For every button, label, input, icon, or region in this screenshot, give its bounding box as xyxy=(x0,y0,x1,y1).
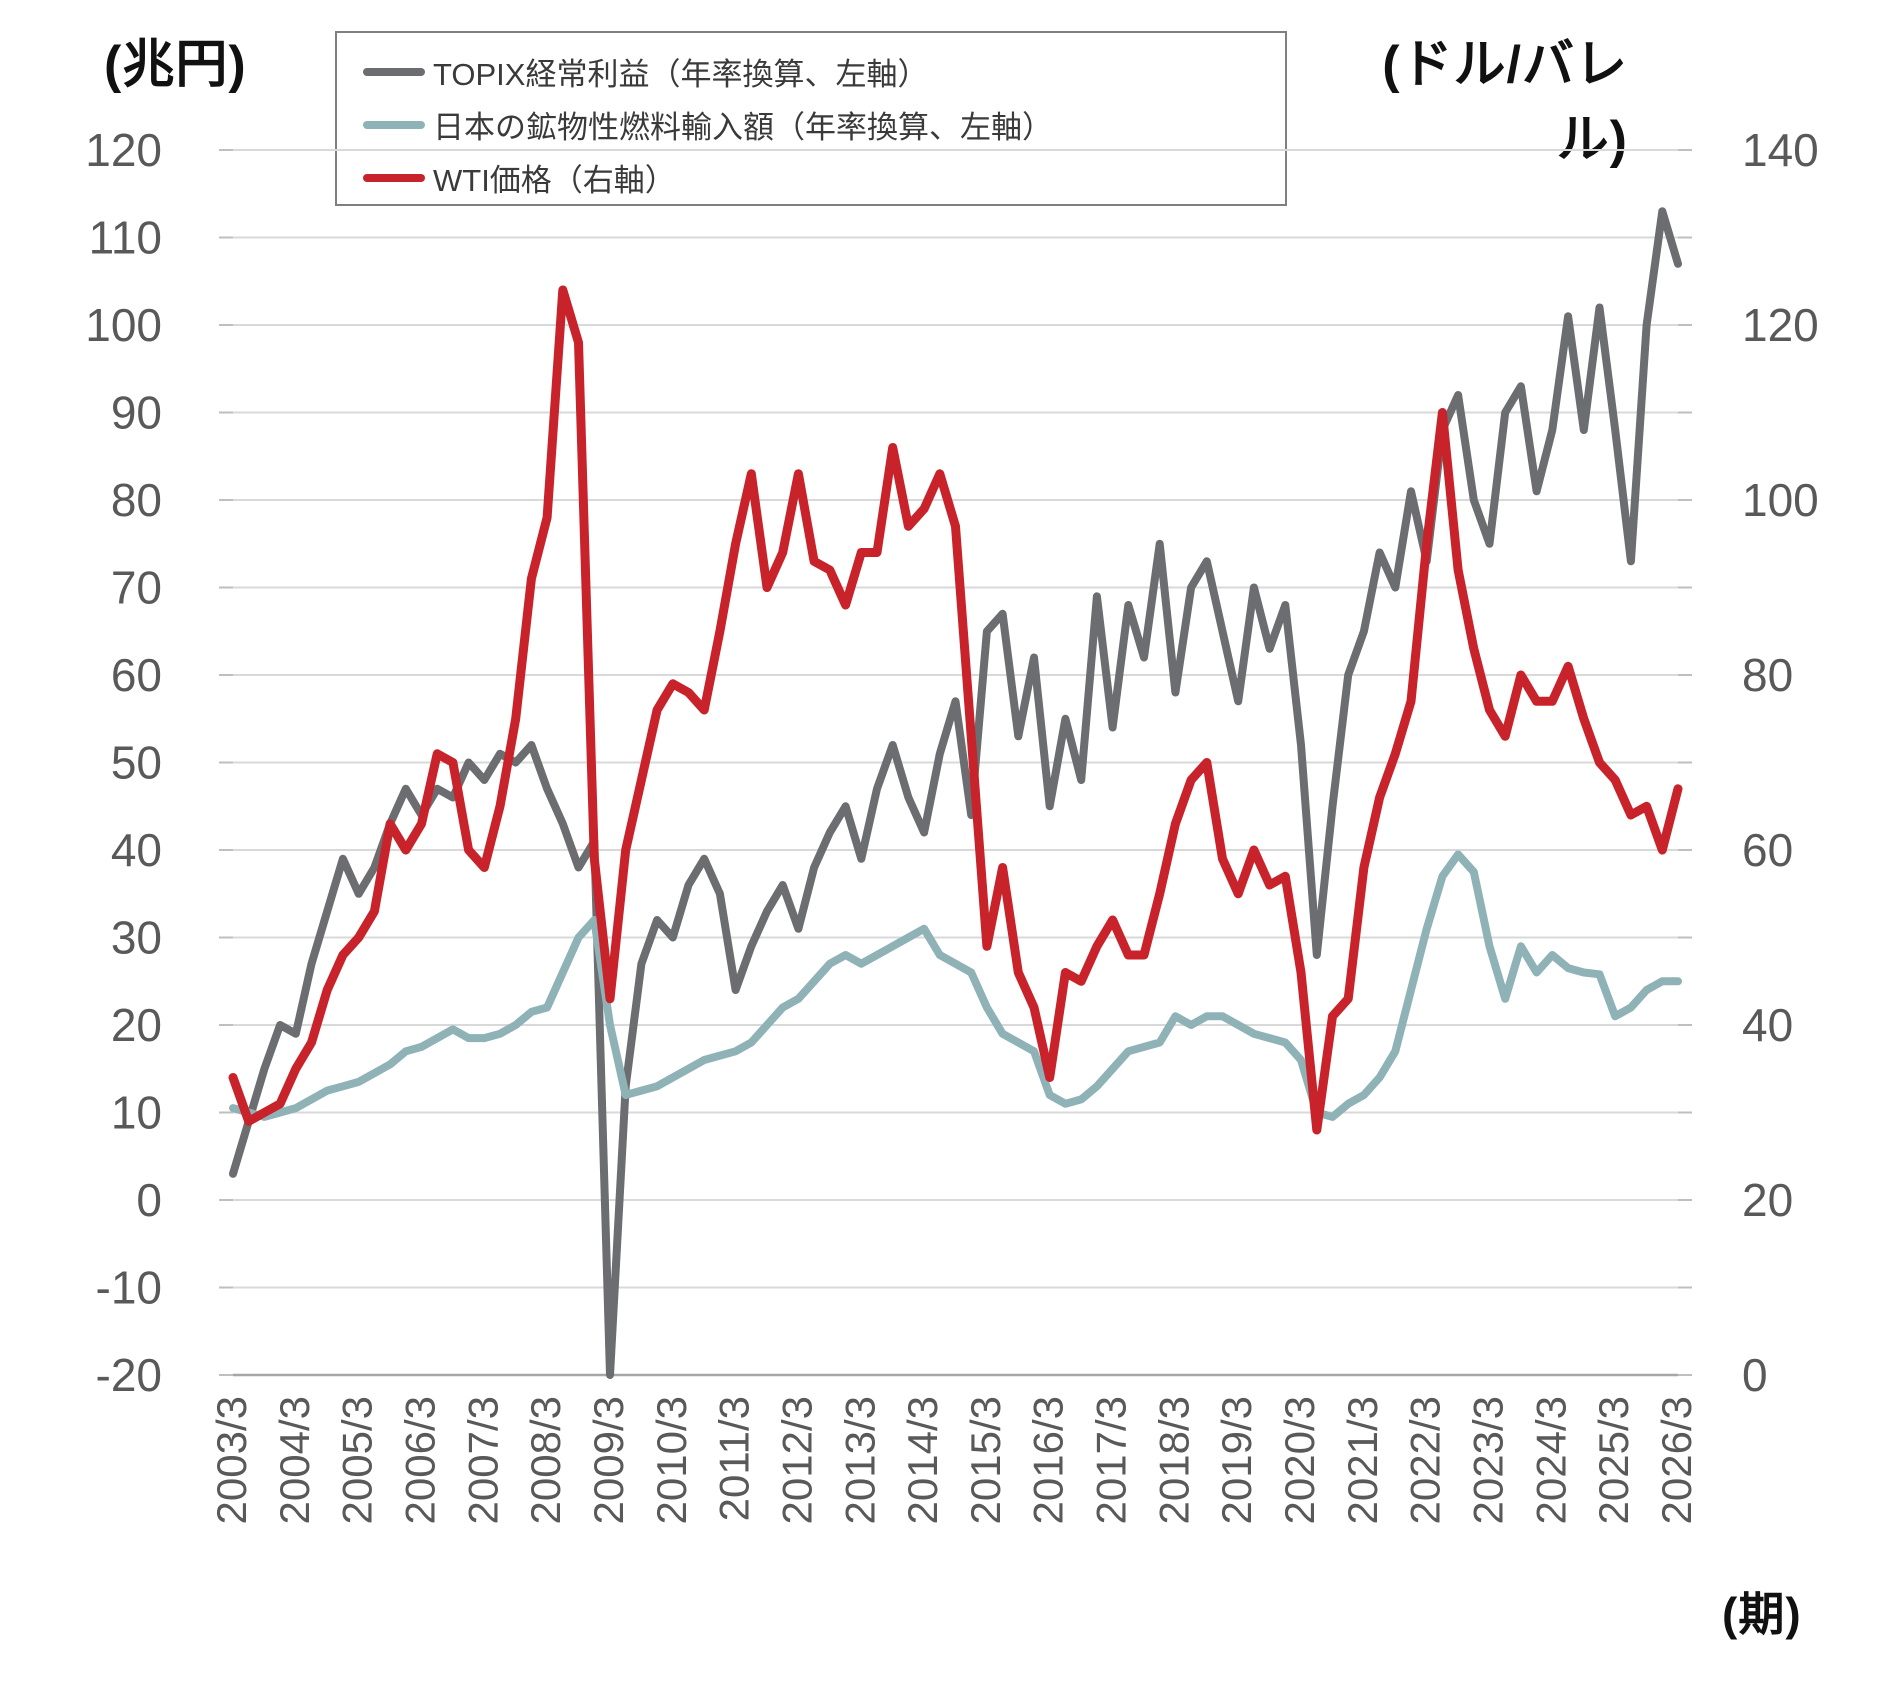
y-axis-tick-label-right: 0 xyxy=(1742,1349,1768,1401)
legend-swatch-fuel-imports xyxy=(363,120,425,129)
x-axis-tick-label: 2005/3 xyxy=(334,1396,381,1524)
y-axis-tick-label-left: 100 xyxy=(85,299,162,351)
x-axis-tick-label: 2017/3 xyxy=(1088,1396,1135,1524)
y-axis-tick-label-right: 60 xyxy=(1742,824,1793,876)
x-axis-tick-label: 2025/3 xyxy=(1590,1396,1637,1524)
y-axis-tick-label-left: 30 xyxy=(111,912,162,964)
y-axis-tick-label-left: 80 xyxy=(111,474,162,526)
legend-label-topix: TOPIX経常利益（年率換算、左軸） xyxy=(433,57,929,92)
x-axis-tick-label: 2018/3 xyxy=(1150,1396,1197,1524)
y-axis-tick-label-left: 50 xyxy=(111,737,162,789)
x-axis-tick-label: 2023/3 xyxy=(1465,1396,1512,1524)
y-axis-tick-label-right: 120 xyxy=(1742,299,1819,351)
y-axis-tick-label-left: -10 xyxy=(96,1262,162,1314)
x-axis-tick-label: 2012/3 xyxy=(773,1396,820,1524)
x-axis-tick-label: 2021/3 xyxy=(1339,1396,1386,1524)
x-axis-tick-label: 2019/3 xyxy=(1213,1396,1260,1524)
legend-swatch-wti xyxy=(363,173,425,182)
x-axis-tick-label: 2007/3 xyxy=(459,1396,506,1524)
x-axis-tick-label: 2020/3 xyxy=(1276,1396,1323,1524)
x-axis-tick-label: 2009/3 xyxy=(585,1396,632,1524)
y-axis-tick-label-right: 140 xyxy=(1742,124,1819,176)
y-axis-tick-label-left: 110 xyxy=(89,212,162,264)
x-axis-tick-label: 2022/3 xyxy=(1402,1396,1449,1524)
x-axis-tick-label: 2016/3 xyxy=(1025,1396,1072,1524)
y-axis-tick-label-right: 100 xyxy=(1742,474,1819,526)
x-axis-tick-label: 2026/3 xyxy=(1653,1396,1700,1524)
legend-label-wti: WTI価格（右軸） xyxy=(433,163,676,198)
x-axis-tick-label: 2004/3 xyxy=(271,1396,318,1524)
legend-label-fuel-imports: 日本の鉱物性燃料輸入額（年率換算、左軸） xyxy=(433,110,1053,145)
x-axis-tick-label: 2010/3 xyxy=(648,1396,695,1524)
y-axis-tick-label-left: 40 xyxy=(111,824,162,876)
x-axis-tick-label: 2008/3 xyxy=(522,1396,569,1524)
legend-item-wti: WTI価格（右軸） xyxy=(363,152,1285,204)
y-axis-tick-label-left: 20 xyxy=(111,999,162,1051)
x-axis-tick-label: 2024/3 xyxy=(1527,1396,1574,1524)
x-axis-tick-label: 2014/3 xyxy=(899,1396,946,1524)
y-axis-tick-label-left: 120 xyxy=(85,124,162,176)
x-axis-tick-label: 2011/3 xyxy=(711,1396,758,1521)
left-axis-unit-label: (兆円) xyxy=(104,36,247,94)
right-axis-unit-label: (ドル/バレル) xyxy=(1382,36,1628,169)
y-axis-tick-label-left: 70 xyxy=(111,562,162,614)
y-axis-tick-label-right: 20 xyxy=(1742,1174,1793,1226)
x-axis-tick-label: 2013/3 xyxy=(836,1396,883,1524)
legend-swatch-topix xyxy=(363,67,425,76)
legend-item-topix: TOPIX経常利益（年率換算、左軸） xyxy=(363,46,1285,98)
x-axis-tick-label: 2015/3 xyxy=(962,1396,1009,1524)
y-axis-tick-label-left: -20 xyxy=(96,1349,162,1401)
series-line-1 xyxy=(229,850,1682,1121)
y-axis-tick-label-left: 90 xyxy=(111,387,162,439)
y-axis-tick-label-left: 10 xyxy=(111,1087,162,1139)
y-axis-tick-label-right: 40 xyxy=(1742,999,1793,1051)
legend: TOPIX経常利益（年率換算、左軸） 日本の鉱物性燃料輸入額（年率換算、左軸） … xyxy=(335,31,1287,206)
y-axis-tick-label-left: 60 xyxy=(111,649,162,701)
legend-item-fuel-imports: 日本の鉱物性燃料輸入額（年率換算、左軸） xyxy=(363,99,1285,151)
y-axis-tick-label-right: 80 xyxy=(1742,649,1793,701)
x-axis-tick-label: 2003/3 xyxy=(208,1396,255,1524)
x-axis-unit-label: (期) xyxy=(1722,1588,1802,1640)
x-axis-tick-label: 2006/3 xyxy=(396,1396,443,1524)
series-line-2 xyxy=(228,285,1683,1135)
y-axis-tick-label-left: 0 xyxy=(136,1174,162,1226)
